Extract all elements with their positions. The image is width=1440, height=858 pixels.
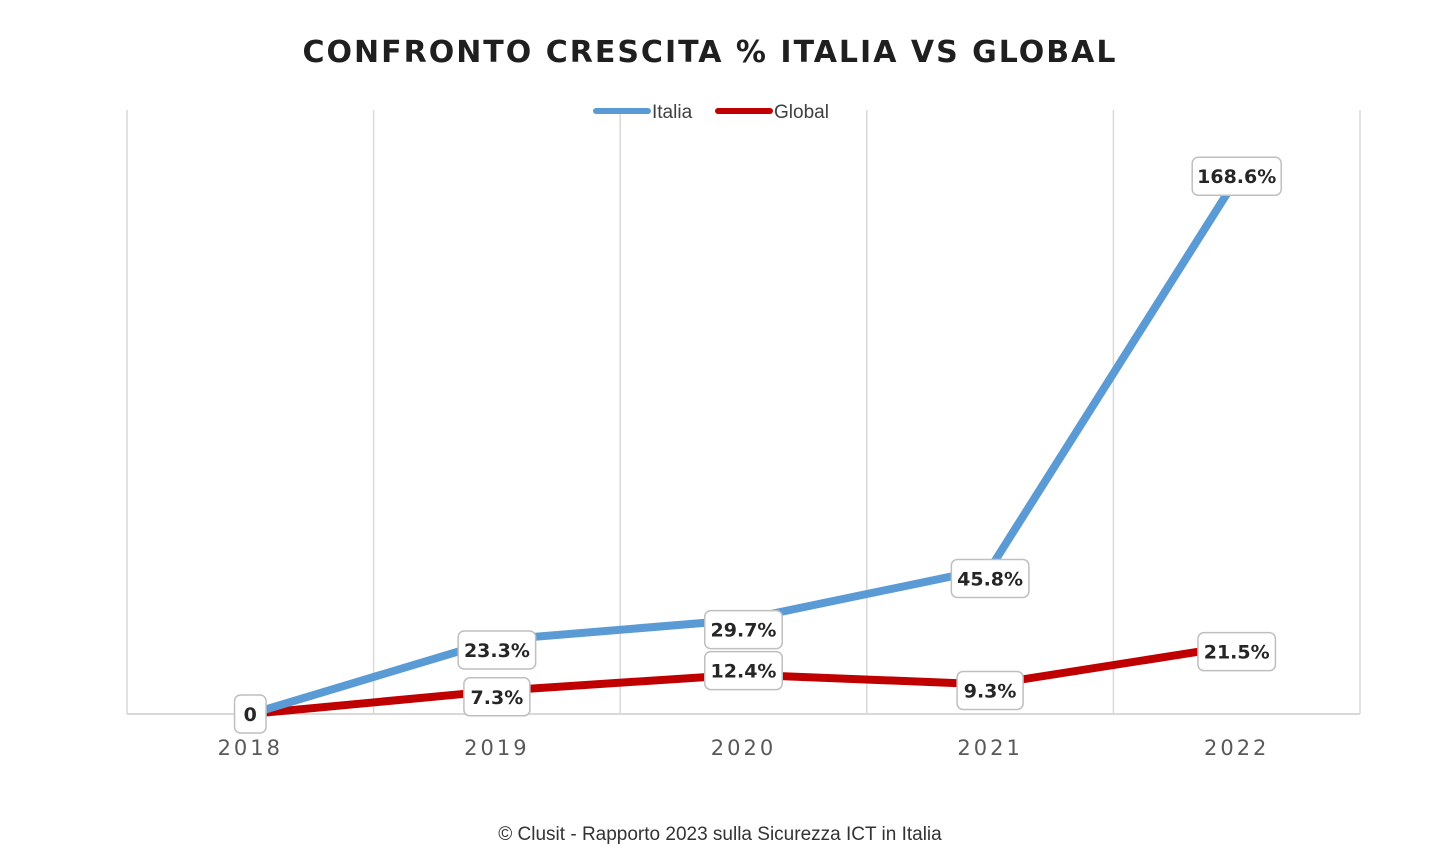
x-tick-label: 2020 bbox=[711, 736, 776, 760]
legend-label-global: Global bbox=[774, 102, 829, 123]
data-label-text: 7.3% bbox=[471, 687, 524, 709]
chart-title: CONFRONTO CRESCITA % ITALIA VS GLOBAL bbox=[302, 35, 1117, 70]
data-label-text: 23.3% bbox=[464, 640, 530, 662]
gridlines bbox=[126, 110, 1361, 715]
data-label-box bbox=[1197, 631, 1277, 672]
data-label-box bbox=[457, 630, 537, 670]
data-label-italia-2020: 29.7% bbox=[704, 609, 783, 650]
legend-label-italia: Italia bbox=[652, 102, 693, 123]
data-label-global-2019: 7.3% bbox=[463, 677, 531, 717]
data-label-box bbox=[950, 558, 1030, 599]
legend: Italia Global bbox=[593, 102, 829, 123]
data-label-box bbox=[704, 650, 783, 691]
x-axis-ticks: 2018 2019 2020 2021 2022 bbox=[218, 736, 1269, 760]
data-label-global-2020: 12.4% bbox=[704, 650, 783, 691]
data-label-italia-2018: 0 bbox=[233, 694, 267, 734]
data-label-text: 168.6% bbox=[1197, 166, 1276, 188]
x-tick-label: 2018 bbox=[218, 736, 283, 760]
data-labels: 0 23.3% 29.7% 45.8% 168.6% 7.3% 12.4% 9.3% 21.5% bbox=[233, 156, 1282, 734]
data-label-box bbox=[956, 670, 1024, 711]
data-label-italia-2019: 23.3% bbox=[457, 630, 537, 670]
data-label-box bbox=[463, 677, 531, 717]
x-tick-label: 2021 bbox=[957, 736, 1022, 760]
data-label-italia-2022: 168.6% bbox=[1191, 156, 1282, 196]
x-tick-label: 2022 bbox=[1204, 736, 1269, 760]
data-label-global-2021: 9.3% bbox=[956, 670, 1024, 711]
data-label-text: 12.4% bbox=[711, 661, 777, 683]
source-footer: © Clusit - Rapporto 2023 sulla Sicurezza… bbox=[498, 824, 942, 845]
x-tick-label: 2019 bbox=[464, 736, 529, 760]
data-label-text: 0 bbox=[244, 704, 257, 726]
data-label-text: 29.7% bbox=[711, 620, 777, 642]
data-label-text: 21.5% bbox=[1204, 642, 1270, 664]
data-label-box bbox=[1191, 156, 1282, 196]
data-label-box bbox=[233, 694, 267, 734]
data-label-text: 45.8% bbox=[957, 568, 1023, 590]
data-label-italia-2021: 45.8% bbox=[950, 558, 1030, 599]
data-label-text: 9.3% bbox=[964, 680, 1017, 702]
data-label-global-2022: 21.5% bbox=[1197, 631, 1277, 672]
data-label-box bbox=[704, 609, 783, 650]
